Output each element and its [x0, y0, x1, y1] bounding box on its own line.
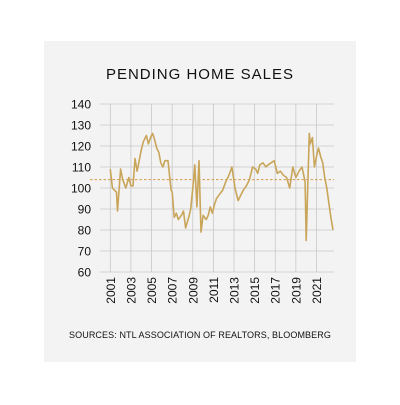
y-tick-label: 140	[71, 98, 91, 112]
x-tick-label: 2009	[186, 277, 200, 304]
y-tick-label: 70	[78, 245, 92, 259]
y-tick-label: 80	[78, 224, 92, 238]
x-tick-label: 2005	[145, 277, 159, 304]
x-tick-label: 2003	[124, 277, 138, 304]
series-line	[109, 132, 334, 242]
x-tick-label: 2017	[269, 277, 283, 304]
y-axis-ticks: 60 70 80 90 100 110 120 130 140	[71, 98, 91, 280]
x-tick-label: 2015	[248, 277, 262, 304]
x-tick-label: 2007	[166, 277, 180, 304]
x-tick-label: 2011	[207, 277, 221, 303]
y-tick-label: 60	[78, 266, 92, 280]
x-axis-ticks: 2001 2003 2005 2007 2009 2011 2013 2015 2017 2019…	[104, 277, 324, 304]
y-tick-label: 130	[71, 119, 91, 133]
chart-title: PENDING HOME SALES	[105, 66, 295, 83]
y-tick-label: 120	[71, 140, 91, 154]
y-tick-label: 100	[71, 182, 91, 196]
x-tick-label: 2021	[310, 277, 324, 304]
y-tick-label: 110	[72, 161, 91, 175]
x-tick-label: 2001	[104, 277, 118, 304]
y-tick-label: 90	[78, 203, 92, 217]
x-tick-label: 2013	[228, 277, 242, 304]
source-note: SOURCES: NTL ASSOCIATION OF REALTORS, BL…	[69, 330, 331, 340]
x-tick-label: 2019	[289, 277, 303, 304]
grid-lines	[100, 103, 334, 273]
